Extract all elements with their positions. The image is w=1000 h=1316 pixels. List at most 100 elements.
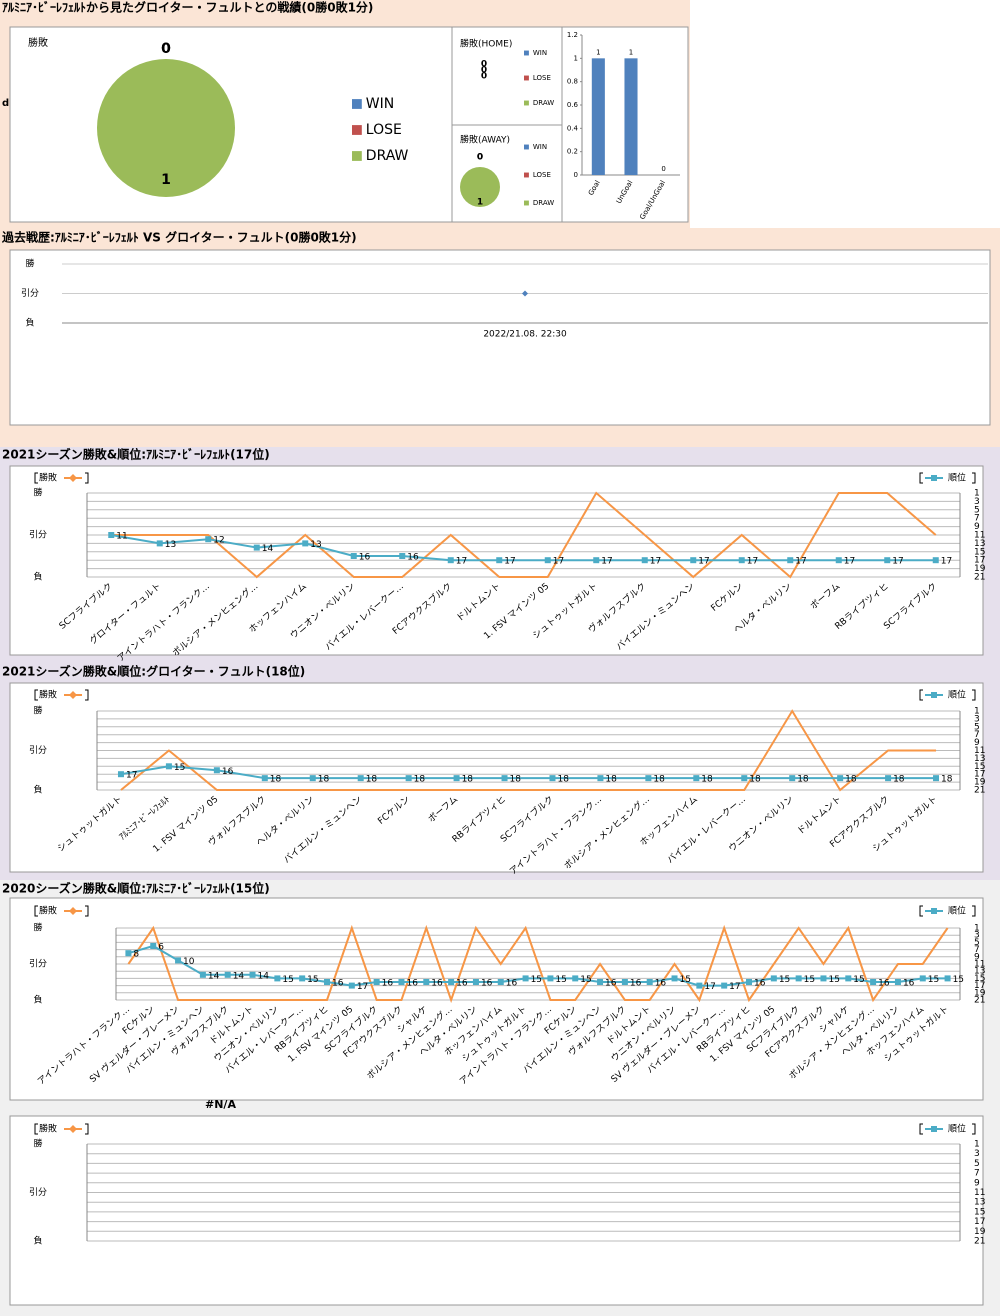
- marker: [224, 971, 231, 978]
- legend-swatch: [524, 75, 529, 81]
- legend-bracket: [919, 905, 923, 917]
- legend-bracket: [919, 689, 923, 701]
- y-category-label: 勝: [33, 487, 42, 499]
- marker: [175, 957, 182, 964]
- y2-tick-label: 11: [974, 1188, 985, 1198]
- data-label: 1: [161, 172, 171, 188]
- legend-bracket: [85, 689, 89, 701]
- legend-label: 順位: [948, 905, 966, 917]
- y-tick-label: 1.2: [567, 31, 578, 39]
- y2-tick-label: 11: [974, 531, 985, 541]
- marker: [398, 979, 405, 985]
- legend-label: 勝敗: [39, 905, 57, 917]
- y2-tick-label: 3: [974, 1149, 980, 1159]
- data-label: 0: [661, 165, 665, 173]
- series-line: [111, 491, 937, 579]
- y2-tick-label: 3: [974, 497, 980, 507]
- y2-tick-label: 9: [974, 1178, 980, 1188]
- data-label: 17: [553, 557, 564, 567]
- marker: [108, 532, 115, 538]
- marker: [205, 536, 212, 543]
- legend-label: DRAW: [366, 148, 409, 164]
- legend-bracket: [34, 905, 38, 917]
- data-label: 16: [382, 979, 394, 989]
- data-label: 11: [116, 532, 127, 542]
- marker: [501, 775, 508, 782]
- legend-bracket: [85, 905, 89, 917]
- y-category-label: 負: [33, 571, 42, 583]
- marker: [399, 553, 406, 559]
- y2-tick-label: 9: [974, 738, 980, 748]
- y2-tick-label: 19: [974, 988, 986, 998]
- y-category-label: 勝: [33, 705, 42, 717]
- y-category-label: 引分: [29, 745, 47, 756]
- data-label: 8: [133, 950, 139, 960]
- legend-swatch: [524, 50, 529, 56]
- data-label: 15: [307, 975, 318, 985]
- data-label: 18: [845, 775, 857, 785]
- legend-bracket: [972, 905, 976, 917]
- marker: [405, 775, 412, 782]
- data-label: 14: [208, 971, 220, 981]
- legend-swatch: [352, 125, 362, 135]
- marker: [693, 775, 700, 782]
- data-label: 16: [406, 979, 418, 989]
- data-label: 17: [601, 557, 612, 567]
- data-label: 16: [332, 979, 344, 989]
- data-label: 0: [481, 60, 487, 70]
- legend-bracket: [34, 472, 38, 484]
- data-label: 16: [407, 553, 419, 563]
- y2-tick-label: 7: [974, 1169, 980, 1179]
- marker: [944, 975, 951, 982]
- legend-label: 順位: [948, 689, 966, 701]
- data-label: 18: [414, 775, 426, 785]
- marker: [302, 540, 309, 547]
- side-label: d: [2, 98, 9, 109]
- data-label: 15: [804, 975, 815, 985]
- legend-bracket: [34, 1123, 38, 1135]
- marker: [835, 557, 842, 564]
- section-bg: [690, 0, 1000, 228]
- marker: [547, 975, 554, 982]
- data-label: 13: [165, 540, 176, 550]
- pie-title: 勝敗(AWAY): [460, 134, 510, 146]
- data-label: 1: [596, 48, 600, 56]
- data-label: 10: [183, 957, 195, 967]
- data-label: 18: [510, 775, 522, 785]
- y-category-label: 勝: [33, 1138, 42, 1150]
- data-label: 18: [893, 775, 905, 785]
- legend-swatch: [524, 172, 529, 178]
- section-title: 過去戦歴:ｱﾙﾐﾆｱ･ﾋﾞｰﾚﾌｪﾙﾄ VS グロイター・フュルト(0勝0敗1分…: [1, 230, 357, 245]
- data-label: 17: [747, 557, 758, 567]
- data-label: 18: [557, 775, 569, 785]
- legend-swatch: [524, 100, 529, 106]
- data-label: 0: [161, 41, 171, 57]
- y2-tick-label: 15: [974, 1207, 985, 1217]
- y2-tick-label: 11: [974, 960, 985, 970]
- data-label: 16: [605, 979, 617, 989]
- marker: [324, 979, 330, 985]
- y-tick-label: 0.4: [567, 124, 579, 132]
- marker: [738, 557, 745, 564]
- y2-tick-label: 19: [974, 1227, 986, 1237]
- y2-tick-label: 5: [974, 505, 980, 515]
- legend-swatch: [524, 200, 529, 206]
- marker: [544, 557, 551, 564]
- y-category-label: 負: [33, 1235, 42, 1247]
- section-title: 2021シーズン勝敗&順位:グロイター・フュルト(18位): [2, 664, 305, 679]
- y2-tick-label: 7: [974, 945, 980, 955]
- data-label: 16: [903, 979, 915, 989]
- data-label: 16: [630, 979, 642, 989]
- data-label: 15: [531, 975, 542, 985]
- data-label: 18: [701, 775, 713, 785]
- y2-tick-label: 17: [974, 981, 985, 991]
- marker: [795, 975, 802, 982]
- y-category-label: 引分: [29, 1187, 47, 1198]
- marker: [696, 982, 703, 989]
- y2-tick-label: 17: [974, 1217, 985, 1227]
- data-label: 17: [941, 557, 952, 567]
- marker: [646, 979, 653, 985]
- marker: [357, 775, 364, 782]
- y2-tick-label: 13: [974, 967, 985, 977]
- marker: [645, 775, 652, 782]
